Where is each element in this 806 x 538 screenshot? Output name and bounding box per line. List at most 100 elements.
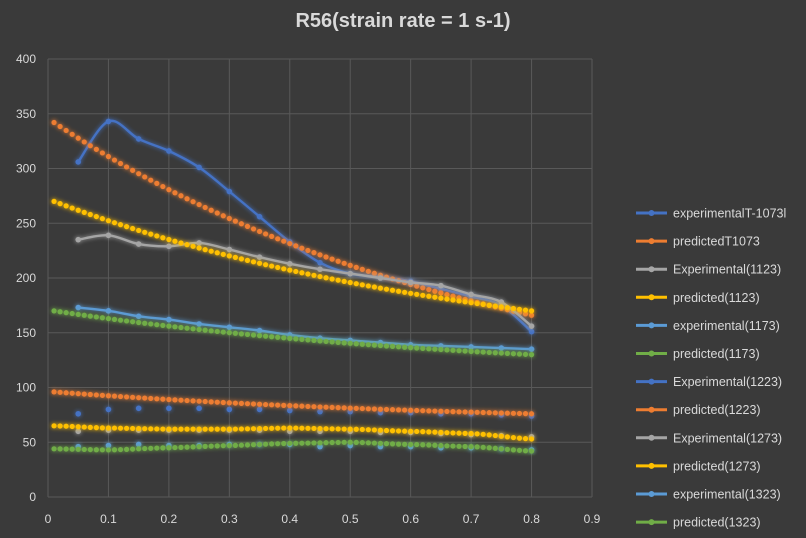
data-point xyxy=(275,236,281,242)
data-point xyxy=(383,286,390,292)
series-7 xyxy=(51,389,535,417)
x-tick-label: 0.2 xyxy=(161,512,178,526)
data-point xyxy=(232,442,238,448)
data-point xyxy=(371,427,377,433)
data-point xyxy=(516,435,523,441)
data-point xyxy=(420,408,426,414)
data-point xyxy=(226,406,233,413)
x-tick-label: 0.6 xyxy=(402,512,419,526)
data-point xyxy=(299,425,305,431)
data-point xyxy=(450,297,456,303)
data-point xyxy=(389,343,396,350)
data-point xyxy=(256,228,263,235)
data-point xyxy=(166,236,172,243)
data-point xyxy=(130,425,136,432)
data-point xyxy=(190,426,196,432)
data-point xyxy=(389,407,396,413)
data-point xyxy=(383,441,390,447)
data-point xyxy=(293,336,299,342)
data-point xyxy=(208,426,214,432)
data-point xyxy=(468,291,474,298)
data-point xyxy=(184,325,190,331)
data-point xyxy=(347,270,354,277)
data-point xyxy=(492,350,498,356)
data-point xyxy=(329,404,335,411)
grid xyxy=(47,58,593,498)
data-point xyxy=(347,340,353,346)
data-point xyxy=(305,247,311,254)
data-point xyxy=(504,434,510,440)
data-point xyxy=(105,447,112,453)
data-point xyxy=(202,247,208,253)
data-point xyxy=(371,440,377,446)
data-point xyxy=(63,203,69,209)
data-point xyxy=(154,396,160,402)
legend-label: experimentalT-1073l xyxy=(673,207,786,221)
data-point xyxy=(220,329,226,335)
data-point xyxy=(281,266,287,272)
data-point xyxy=(347,262,353,268)
data-point xyxy=(136,425,142,432)
data-point xyxy=(87,424,93,430)
data-point xyxy=(462,299,468,305)
data-point xyxy=(281,335,287,341)
data-point xyxy=(130,319,136,325)
legend-marker xyxy=(648,491,655,497)
data-point xyxy=(202,204,208,211)
data-point xyxy=(196,245,202,251)
x-tick-label: 0.4 xyxy=(281,512,298,526)
data-point xyxy=(395,344,402,350)
data-point xyxy=(498,299,505,305)
data-point xyxy=(353,341,359,347)
data-point xyxy=(498,304,504,310)
data-point xyxy=(117,393,124,400)
data-point xyxy=(226,400,232,406)
data-point xyxy=(226,442,232,449)
data-point xyxy=(63,310,69,316)
y-tick-label: 250 xyxy=(16,216,36,230)
data-point xyxy=(57,123,63,130)
data-point xyxy=(486,410,492,416)
data-point xyxy=(256,213,263,220)
data-point xyxy=(117,222,124,228)
series-line xyxy=(77,119,533,333)
legend-item: Experimental(1273) xyxy=(636,431,782,445)
data-point xyxy=(135,441,142,448)
data-point xyxy=(226,253,232,259)
data-point xyxy=(178,444,184,450)
data-point xyxy=(208,443,214,449)
data-point xyxy=(414,291,420,297)
data-point xyxy=(486,432,492,438)
data-point xyxy=(365,268,371,274)
legend-label: predictedT1073 xyxy=(673,235,760,249)
legend-label: experimental(1323) xyxy=(673,488,781,502)
data-point xyxy=(123,318,130,324)
x-tick-label: 0.5 xyxy=(342,512,359,526)
data-point xyxy=(456,298,462,304)
data-point xyxy=(105,118,112,125)
data-point xyxy=(142,174,148,180)
data-point xyxy=(299,270,305,276)
data-point xyxy=(244,223,251,229)
x-tick-label: 0.3 xyxy=(221,512,238,526)
data-point xyxy=(528,312,535,318)
data-point xyxy=(528,411,535,417)
data-point xyxy=(99,425,105,431)
legend-item: Experimental(1123) xyxy=(636,263,781,277)
data-point xyxy=(57,201,63,207)
data-point xyxy=(202,398,208,405)
data-point xyxy=(474,431,480,437)
legend-marker xyxy=(648,462,655,469)
data-point xyxy=(438,282,444,289)
data-point xyxy=(148,177,154,183)
data-point xyxy=(353,405,359,411)
data-point xyxy=(299,245,305,251)
data-point xyxy=(480,349,486,355)
data-point xyxy=(135,136,142,142)
series-4 xyxy=(75,304,535,352)
data-point xyxy=(498,433,504,439)
data-point xyxy=(438,343,444,349)
data-point xyxy=(438,295,444,301)
data-point xyxy=(87,313,93,319)
data-point xyxy=(468,430,474,437)
